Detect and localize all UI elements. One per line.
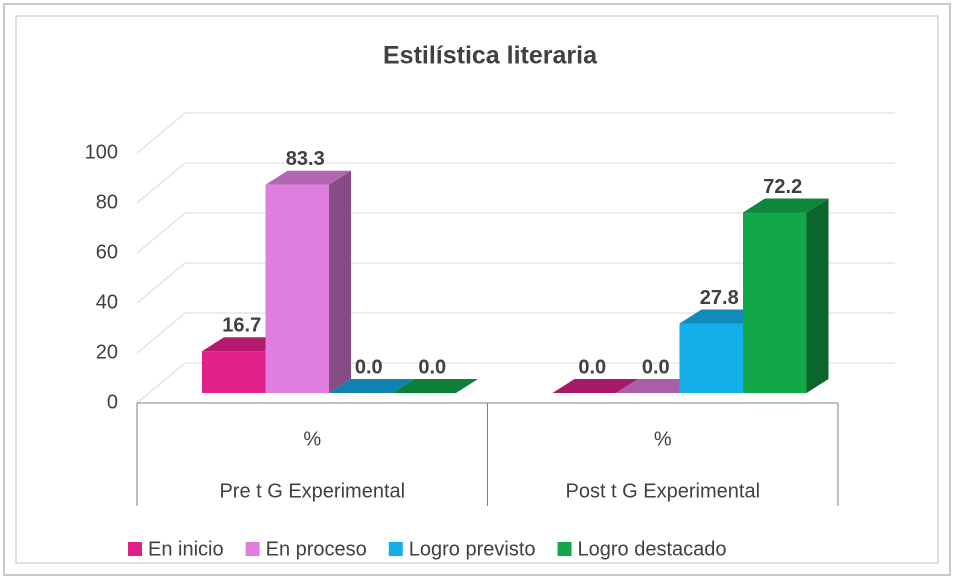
bar-side <box>329 170 351 393</box>
chart-title: Estilística literaria <box>383 42 598 70</box>
legend-swatch <box>557 542 572 556</box>
bar-top <box>552 379 638 393</box>
bar <box>679 323 743 393</box>
data-label: 72.2 <box>763 176 802 198</box>
grid-line <box>136 162 895 204</box>
grid-line <box>136 262 895 304</box>
bar <box>265 184 329 393</box>
bar-top <box>743 198 829 213</box>
legend-swatch <box>128 542 142 556</box>
x-sublabel: % <box>654 428 672 450</box>
data-label: 0.0 <box>418 356 446 378</box>
bar-side <box>806 198 829 393</box>
bar-top <box>329 379 415 393</box>
legend-label: Logro destacado <box>578 538 727 560</box>
y-tick-label: 80 <box>96 191 118 213</box>
data-label: 0.0 <box>642 356 670 378</box>
x-tick-label: Post t G Experimental <box>565 480 760 502</box>
y-tick-label: 40 <box>96 291 118 313</box>
data-label: 83.3 <box>286 148 325 170</box>
legend-swatch <box>245 542 260 556</box>
grid-line <box>136 112 895 154</box>
bar-top <box>392 379 478 393</box>
legend-label: Logro previsto <box>409 538 536 560</box>
bar <box>743 212 807 393</box>
bar <box>202 351 266 393</box>
legend-label: En proceso <box>266 538 367 560</box>
legend-swatch <box>388 542 403 556</box>
y-tick-label: 20 <box>96 341 118 363</box>
legend-label: En inicio <box>148 538 224 560</box>
data-label: 0.0 <box>355 356 383 378</box>
y-tick-label: 0 <box>107 391 118 413</box>
grid-line <box>136 212 895 254</box>
grid-line <box>136 312 895 354</box>
data-label: 27.8 <box>700 287 739 309</box>
grid-line <box>136 362 895 404</box>
y-tick-label: 100 <box>85 141 118 163</box>
x-tick-label: Pre t G Experimental <box>219 480 405 502</box>
x-sublabel: % <box>303 428 321 450</box>
data-label: 16.7 <box>222 315 261 337</box>
bar-top <box>265 170 351 185</box>
data-label: 0.0 <box>578 356 606 378</box>
y-tick-label: 60 <box>96 241 118 263</box>
